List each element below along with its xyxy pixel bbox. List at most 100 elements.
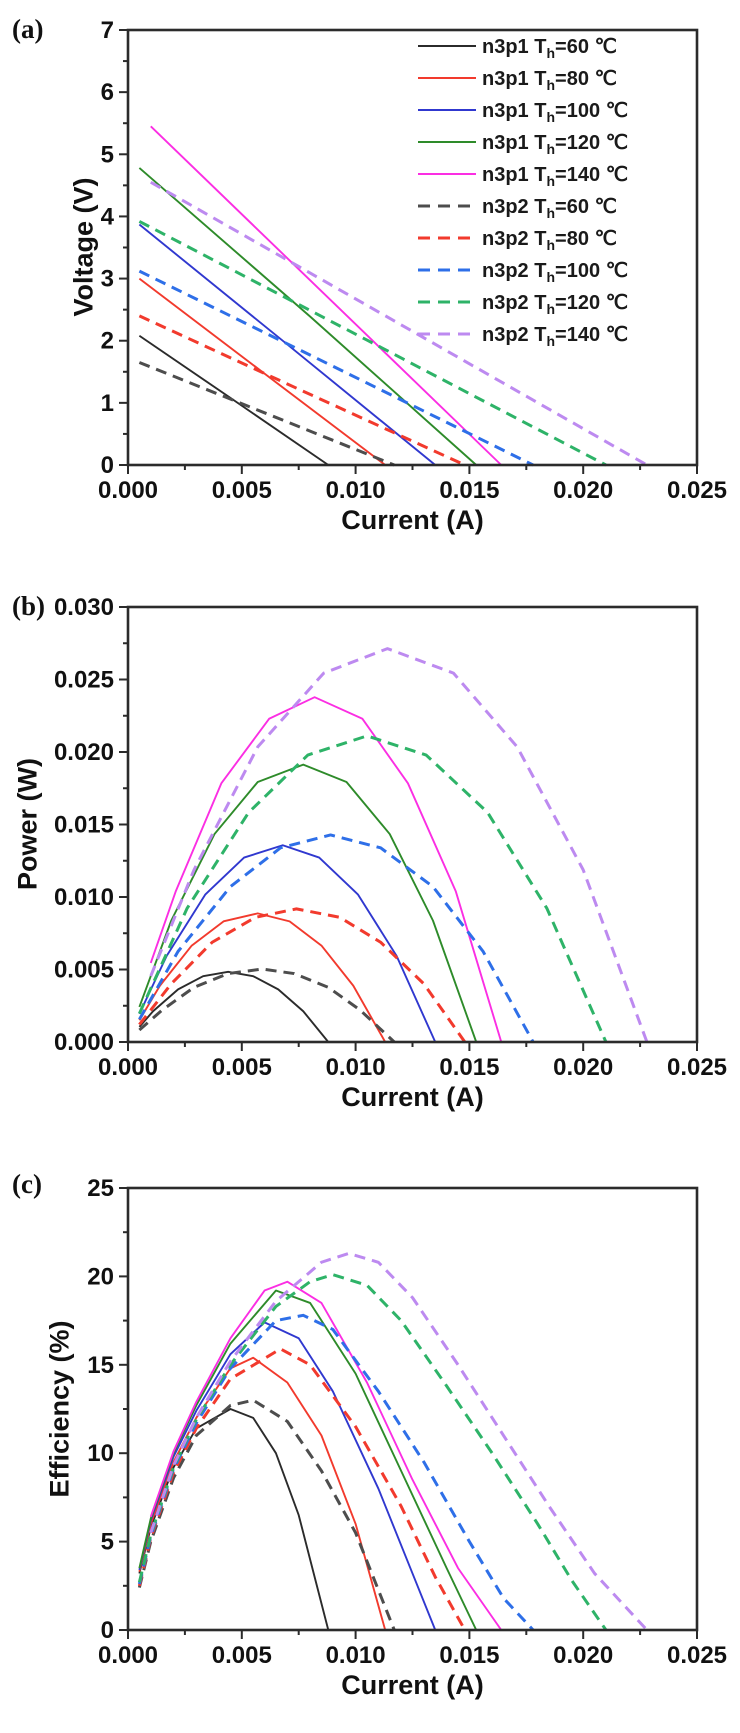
curve-n3p2-100 xyxy=(138,833,535,1043)
curve-n3p2-120 xyxy=(138,220,607,467)
curve-n3p1-80 xyxy=(138,912,387,1043)
curves-a xyxy=(138,125,648,467)
legend-item-n3p1-100: n3p1 Th=100 ℃ xyxy=(418,100,628,125)
y-tick-label: 5 xyxy=(101,1529,114,1556)
curve-n3p2-80 xyxy=(138,907,467,1043)
curve-n3p1-80 xyxy=(138,1356,387,1631)
y-tick-label: 4 xyxy=(101,203,115,230)
curve-n3p1-120 xyxy=(138,763,478,1043)
plot-c: 0.000 0.005 0.010 0.015 0.020 0.025 0 5 10 15 20 25 xyxy=(87,1175,727,1669)
y-tick-label: 7 xyxy=(101,17,114,44)
y-tick-label: 3 xyxy=(101,266,114,293)
curve-n3p1-140 xyxy=(149,1280,503,1631)
legend-item-n3p1-140: n3p1 Th=140 ℃ xyxy=(418,164,628,189)
y-tick-label: 25 xyxy=(87,1175,114,1202)
x-tick-label: 0.005 xyxy=(212,1642,272,1669)
curve-n3p1-80 xyxy=(138,277,386,466)
x-tick-label: 0.015 xyxy=(439,1642,499,1669)
legend-item-n3p1-60: n3p1 Th=60 ℃ xyxy=(418,36,617,61)
curve-n3p1-60 xyxy=(138,970,330,1043)
curve-n3p2-120 xyxy=(138,734,608,1043)
curve-n3p2-100 xyxy=(137,1313,535,1632)
curve-n3p2-140 xyxy=(149,647,649,1043)
y-axis-b: 0.000 0.005 0.010 0.015 0.020 0.025 0.030 xyxy=(54,594,128,1056)
y-tick-label: 15 xyxy=(87,1352,114,1379)
legend: n3p1 Th=60 ℃ n3p1 Th=80 ℃ n3p1 Th=100 ℃ n3p… xyxy=(418,36,628,349)
y-tick-label: 20 xyxy=(87,1263,114,1290)
curve-n3p2-100 xyxy=(138,269,534,467)
x-axis-b: 0.000 0.005 0.010 0.015 0.020 0.025 xyxy=(98,1042,727,1081)
curve-n3p1-100 xyxy=(138,844,437,1043)
legend-item-n3p2-60: n3p2 Th=60 ℃ xyxy=(418,196,617,221)
curve-n3p2-140 xyxy=(150,180,648,467)
legend-label-n3p1-120: n3p1 Th=120 ℃ xyxy=(482,132,628,157)
legend-label-n3p1-80: n3p1 Th=80 ℃ xyxy=(482,68,617,93)
curve-n3p1-120 xyxy=(138,1289,478,1631)
x-axis-title-b: Current (A) xyxy=(341,1082,484,1112)
x-tick-label: 0.010 xyxy=(326,477,386,504)
x-tick-label: 0.015 xyxy=(439,1054,499,1081)
y-tick-label: 0.010 xyxy=(54,884,114,911)
y-tick-label: 0.015 xyxy=(54,812,114,839)
curve-n3p2-60 xyxy=(138,361,395,467)
x-tick-label: 0.010 xyxy=(326,1642,386,1669)
y-tick-label: 0.025 xyxy=(54,667,114,694)
legend-label-n3p1-100: n3p1 Th=100 ℃ xyxy=(482,100,628,125)
curve-n3p2-60 xyxy=(138,967,396,1044)
legend-label-n3p1-140: n3p1 Th=140 ℃ xyxy=(482,164,628,189)
y-tick-label: 10 xyxy=(87,1440,114,1467)
x-tick-label: 0.015 xyxy=(439,477,499,504)
x-tick-label: 0.000 xyxy=(98,1054,158,1081)
x-tick-label: 0.020 xyxy=(553,477,613,504)
panel-b: (b) Power (W) 0.000 0.005 0.010 0.015 0.020 0… xyxy=(0,577,740,1155)
y-tick-label: 1 xyxy=(101,390,114,417)
x-tick-label: 0.005 xyxy=(212,1054,272,1081)
x-tick-label: 0.025 xyxy=(667,1642,727,1669)
legend-label-n3p1-60: n3p1 Th=60 ℃ xyxy=(482,36,617,61)
curve-n3p2-60 xyxy=(137,1398,396,1631)
y-tick-label: 0 xyxy=(101,452,114,479)
panel-a: (a) Voltage (V) 0.000 0.005 0.010 0.015 0.02… xyxy=(0,0,740,577)
plot-a: 0.000 0.005 0.010 0.015 0.020 0.025 0 1 2 3 4 5 6 7 n3… xyxy=(98,17,727,504)
plot-frame-b xyxy=(126,605,699,1044)
y-tick-label: 0.020 xyxy=(54,739,114,766)
y-tick-label: 0.030 xyxy=(54,594,114,621)
curve-n3p1-120 xyxy=(138,167,477,466)
x-axis-c: 0.000 0.005 0.010 0.015 0.020 0.025 xyxy=(98,1630,727,1669)
curve-n3p2-80 xyxy=(138,314,466,467)
x-tick-label: 0.000 xyxy=(98,1642,158,1669)
x-axis-title-a: Current (A) xyxy=(341,505,484,535)
x-tick-label: 0.025 xyxy=(667,477,727,504)
x-tick-label: 0.005 xyxy=(212,477,272,504)
x-axis-a: 0.000 0.005 0.010 0.015 0.020 0.025 xyxy=(98,465,727,504)
y-tick-label: 6 xyxy=(101,79,114,106)
curve-n3p1-100 xyxy=(138,1321,437,1631)
panel-letter-c: (c) xyxy=(12,1169,42,1199)
curve-n3p1-140 xyxy=(150,125,502,466)
plot-frame-c xyxy=(126,1186,699,1632)
y-tick-label: 2 xyxy=(101,328,114,355)
legend-item-n3p2-80: n3p2 Th=80 ℃ xyxy=(418,228,617,253)
y-axis-a: 0 1 2 3 4 5 6 7 xyxy=(101,17,128,479)
legend-item-n3p2-140: n3p2 Th=140 ℃ xyxy=(418,324,628,349)
x-tick-label: 0.000 xyxy=(98,477,158,504)
legend-item-n3p1-120: n3p1 Th=120 ℃ xyxy=(418,132,628,157)
legend-label-n3p2-60: n3p2 Th=60 ℃ xyxy=(482,196,617,221)
legend-item-n3p1-80: n3p1 Th=80 ℃ xyxy=(418,68,617,93)
y-axis-c: 0 5 10 15 20 25 xyxy=(87,1175,128,1644)
plot-b: 0.000 0.005 0.010 0.015 0.020 0.025 0.000 0.005… xyxy=(54,594,727,1081)
legend-label-n3p2-80: n3p2 Th=80 ℃ xyxy=(482,228,617,253)
curve-n3p2-140 xyxy=(149,1251,649,1632)
x-tick-label: 0.010 xyxy=(326,1054,386,1081)
panel-c: (c) Efficiency (%) 0.000 0.005 0.010 0.015 0… xyxy=(0,1155,740,1733)
legend-item-n3p2-120: n3p2 Th=120 ℃ xyxy=(418,292,628,317)
legend-label-n3p2-100: n3p2 Th=100 ℃ xyxy=(482,260,628,285)
y-tick-label: 0 xyxy=(101,1617,114,1644)
panel-letter-b: (b) xyxy=(12,591,45,621)
x-axis-title-c: Current (A) xyxy=(341,1670,484,1700)
curve-n3p1-140 xyxy=(149,696,503,1043)
curves-c xyxy=(137,1251,649,1632)
x-tick-label: 0.025 xyxy=(667,1054,727,1081)
curves-b xyxy=(138,647,649,1044)
